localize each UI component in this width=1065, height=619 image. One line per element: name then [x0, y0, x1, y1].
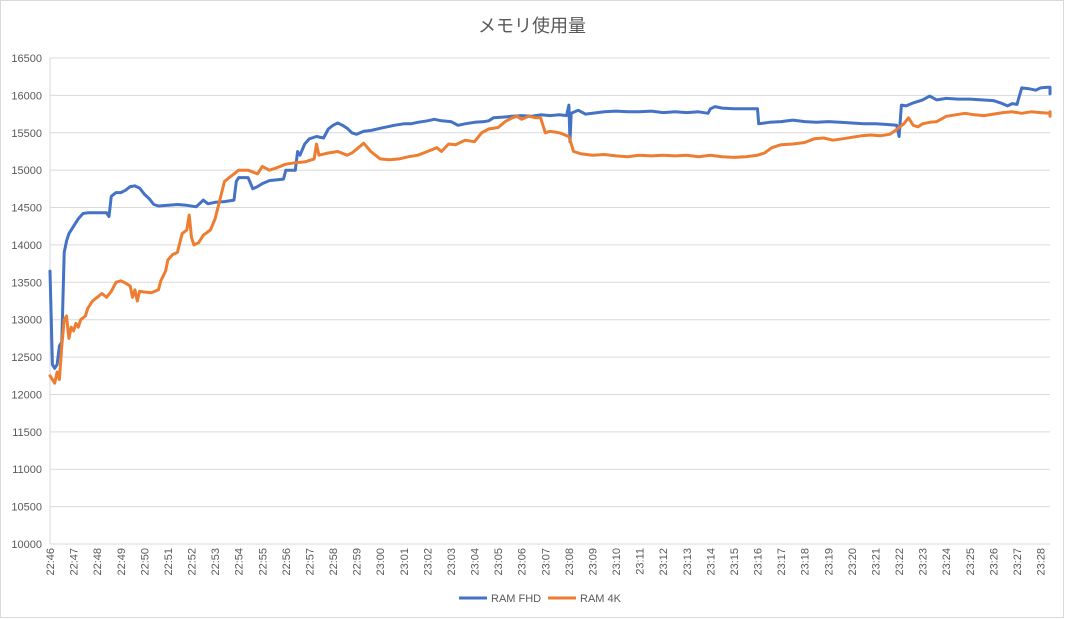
x-tick-label: 23:04 — [470, 548, 482, 576]
x-tick-label: 23:03 — [446, 548, 458, 576]
y-tick-label: 14000 — [11, 240, 42, 252]
x-tick-label: 23:08 — [564, 548, 576, 576]
x-tick-label: 23:18 — [800, 548, 812, 576]
y-tick-label: 12000 — [11, 389, 42, 401]
legend-label: RAM FHD — [491, 593, 541, 605]
x-tick-label: 23:13 — [682, 548, 694, 576]
x-tick-label: 23:24 — [941, 548, 953, 576]
x-tick-label: 23:25 — [965, 548, 977, 576]
x-tick-label: 22:55 — [257, 548, 269, 576]
y-tick-label: 10000 — [11, 539, 42, 551]
x-tick-label: 23:28 — [1036, 548, 1048, 576]
legend-label: RAM 4K — [580, 593, 622, 605]
x-tick-label: 22:52 — [187, 548, 199, 576]
x-tick-label: 22:59 — [352, 548, 364, 576]
x-tick-label: 22:57 — [304, 548, 316, 576]
x-tick-label: 23:02 — [422, 548, 434, 576]
x-tick-label: 23:09 — [587, 548, 599, 576]
x-tick-label: 23:16 — [753, 548, 765, 576]
x-tick-label: 22:51 — [163, 548, 175, 576]
x-tick-label: 22:49 — [116, 548, 128, 576]
y-tick-label: 16500 — [11, 53, 42, 65]
x-tick-label: 23:06 — [517, 548, 529, 576]
chart-title: メモリ使用量 — [478, 16, 586, 37]
x-tick-label: 23:01 — [399, 548, 411, 576]
x-tick-label: 23:26 — [988, 548, 1000, 576]
x-tick-label: 23:10 — [611, 548, 623, 576]
x-tick-label: 23:07 — [540, 548, 552, 576]
x-tick-label: 22:58 — [328, 548, 340, 576]
legend: RAM FHD RAM 4K — [459, 593, 622, 605]
x-tick-label: 22:56 — [281, 548, 293, 576]
x-tick-label: 22:53 — [210, 548, 222, 576]
y-tick-label: 15000 — [11, 165, 42, 177]
x-tick-label: 22:50 — [139, 548, 151, 576]
y-tick-label: 13500 — [11, 277, 42, 289]
x-tick-label: 23:00 — [375, 548, 387, 576]
x-tick-label: 23:14 — [705, 548, 717, 576]
x-axis-ticks: 22:46 22:47 22:48 22:49 22:50 22:51 22:52 22:53… — [45, 548, 1048, 576]
x-tick-label: 23:19 — [823, 548, 835, 576]
x-tick-label: 23:11 — [635, 548, 647, 575]
y-tick-label: 11500 — [12, 427, 42, 439]
x-tick-label: 23:22 — [894, 548, 906, 576]
x-tick-label: 22:48 — [92, 548, 104, 576]
y-tick-label: 16000 — [11, 90, 42, 102]
y-tick-label: 11000 — [12, 464, 42, 476]
series-line-ram-4k — [48, 110, 1052, 385]
x-tick-label: 23:27 — [1012, 548, 1024, 576]
x-tick-label: 23:20 — [847, 548, 859, 576]
y-tick-label: 13000 — [11, 315, 42, 327]
x-tick-label: 22:54 — [234, 548, 246, 576]
y-tick-label: 12500 — [11, 352, 42, 364]
y-tick-label: 10500 — [11, 502, 42, 514]
x-tick-label: 23:12 — [658, 548, 670, 576]
series-lines — [48, 85, 1052, 385]
x-tick-label: 22:47 — [69, 548, 81, 576]
series-line-ram-fhd — [48, 85, 1052, 370]
x-tick-label: 23:05 — [493, 548, 505, 576]
x-tick-label: 23:15 — [729, 548, 741, 576]
x-tick-label: 23:23 — [918, 548, 930, 576]
y-tick-label: 15500 — [11, 128, 42, 140]
x-tick-label: 23:21 — [870, 548, 882, 576]
x-tick-label: 22:46 — [45, 548, 57, 576]
y-tick-label: 14500 — [11, 203, 42, 215]
y-axis-ticks: 10000 10500 11000 11500 12000 12500 13000 13500… — [11, 53, 42, 551]
x-tick-label: 23:17 — [776, 548, 788, 576]
